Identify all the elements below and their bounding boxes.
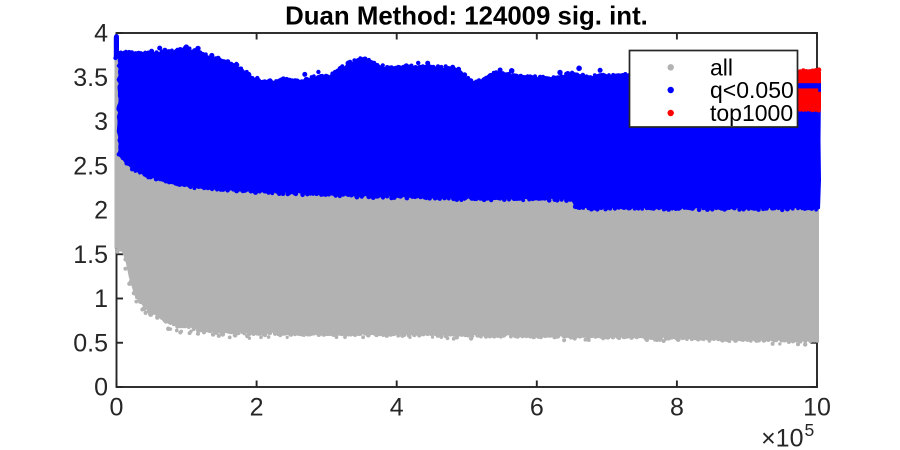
svg-text:6: 6 — [530, 394, 544, 422]
svg-text:5: 5 — [805, 420, 815, 440]
svg-text:1: 1 — [94, 285, 108, 313]
svg-text:Duan Method: 124009 sig. int.: Duan Method: 124009 sig. int. — [285, 3, 648, 31]
svg-text:2.5: 2.5 — [73, 152, 108, 180]
svg-text:8: 8 — [670, 394, 684, 422]
svg-text:10: 10 — [803, 394, 831, 422]
svg-text:3: 3 — [94, 108, 108, 136]
svg-text:3.5: 3.5 — [73, 64, 108, 92]
svg-text:0.5: 0.5 — [73, 329, 108, 357]
svg-text:×10: ×10 — [761, 425, 803, 450]
svg-text:0: 0 — [110, 394, 124, 422]
svg-text:top1000: top1000 — [710, 100, 793, 126]
svg-text:4: 4 — [390, 394, 404, 422]
svg-text:2: 2 — [250, 394, 264, 422]
svg-text:2: 2 — [94, 197, 108, 225]
svg-text:all: all — [710, 54, 733, 80]
svg-text:q<0.050: q<0.050 — [710, 77, 794, 103]
svg-text:1.5: 1.5 — [73, 241, 108, 269]
svg-text:0: 0 — [94, 374, 108, 402]
svg-text:4: 4 — [94, 20, 108, 48]
